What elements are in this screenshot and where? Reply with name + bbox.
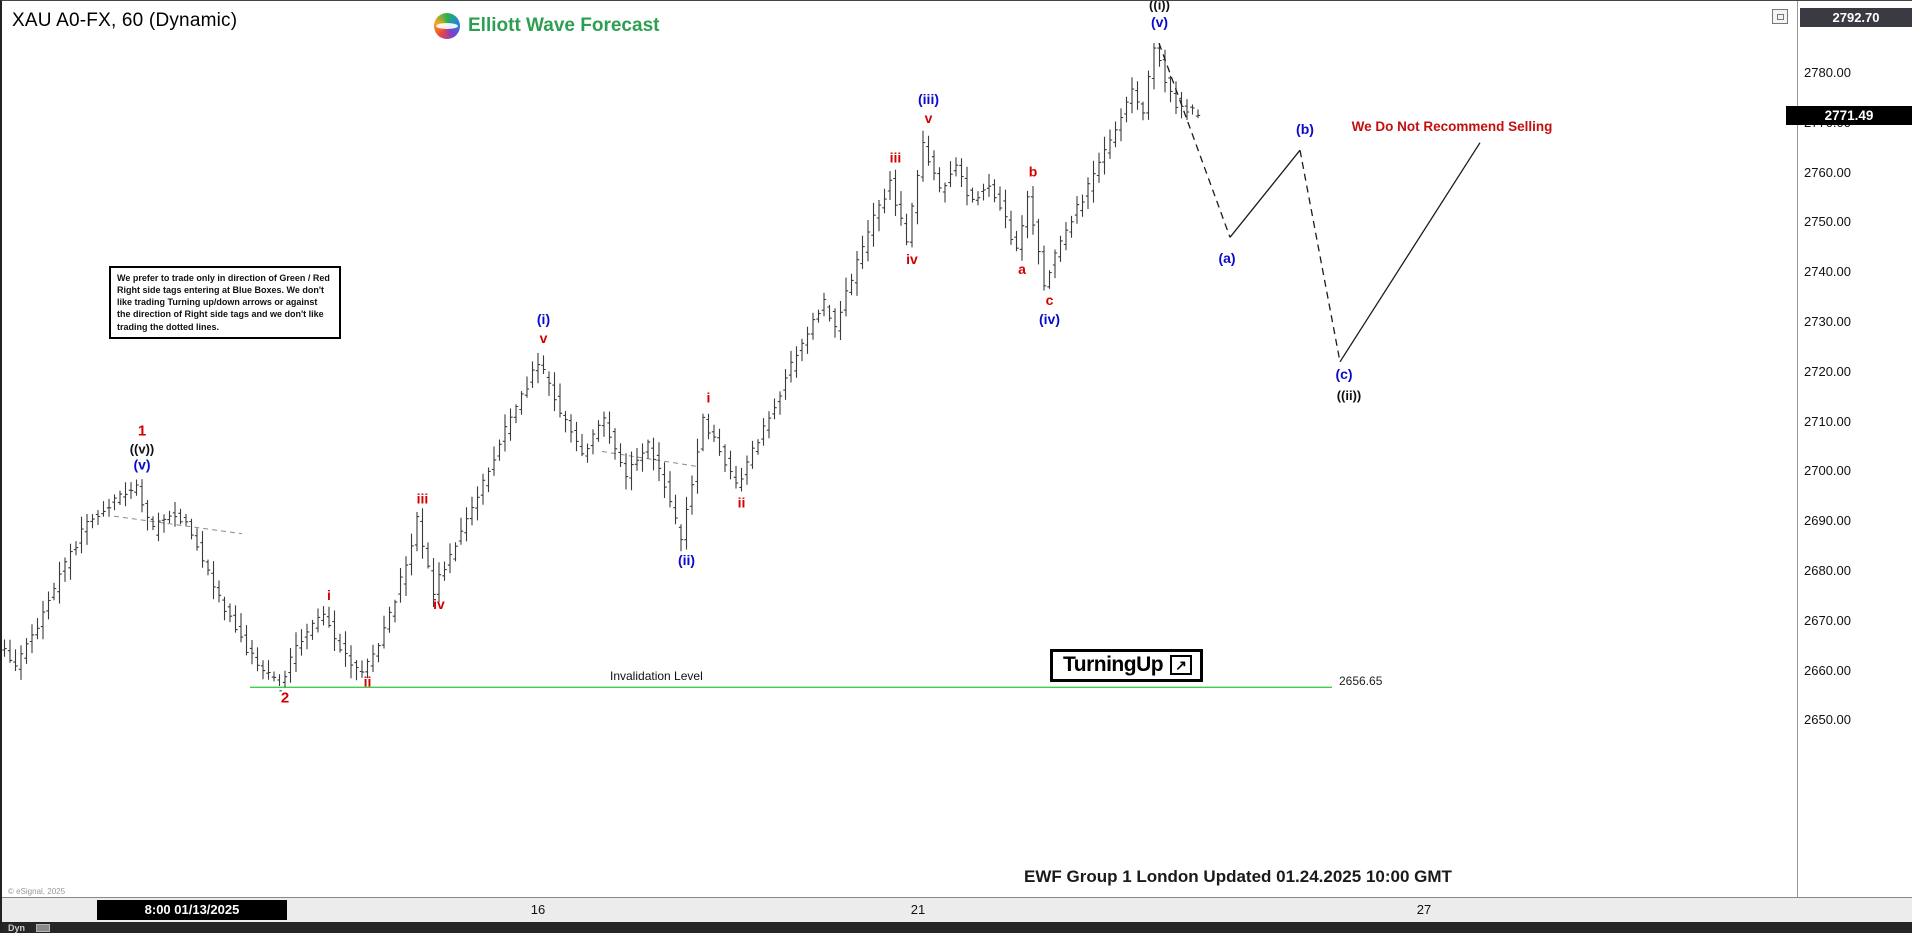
wave-label: v — [540, 330, 548, 346]
wave-label: (v) — [133, 456, 150, 472]
dyn-mode-label[interactable]: Dyn — [8, 923, 26, 933]
wave-label: (b) — [1296, 121, 1314, 137]
ewf-logo: Elliott Wave Forecast — [434, 13, 659, 39]
price-axis-label: 2700.00 — [1804, 463, 1851, 478]
price-axis-label: 2780.00 — [1804, 65, 1851, 80]
wave-label: iii — [890, 150, 902, 166]
wave-label: iv — [433, 596, 445, 612]
price-axis-label: 2690.00 — [1804, 513, 1851, 528]
chart-canvas[interactable]: 1((v))(v)2iiiiiiivv(i)(ii)iiiiiiivv(iii)… — [2, 1, 1797, 897]
wave-label: v — [925, 110, 933, 126]
time-axis[interactable]: 8:00 01/13/2025 16 21 27 — [2, 897, 1912, 922]
wave-label: (iv) — [1039, 311, 1060, 327]
price-axis-label: 2760.00 — [1804, 165, 1851, 180]
time-axis-tick: 16 — [530, 902, 546, 917]
high-price-badge: 2792.70 — [1800, 8, 1912, 27]
wave-label: (iii) — [918, 91, 939, 107]
turning-up-badge: TurningUp ↗ — [1050, 649, 1203, 682]
turning-up-arrow-icon: ↗ — [1170, 654, 1192, 676]
price-axis-label: 2740.00 — [1804, 264, 1851, 279]
symbol-title: XAU A0-FX, 60 (Dynamic) — [12, 10, 238, 31]
status-icon[interactable] — [36, 924, 50, 932]
chart-plot-area[interactable]: 1 ((v)) (v) 2 i ii iii iv v (i) (ii) i ii iii iv v (iii)… — [2, 1, 1797, 897]
ewf-logo-text: Elliott Wave Forecast — [468, 15, 660, 36]
wave-label: ((ii)) — [1337, 388, 1362, 403]
wave-label: (c) — [1335, 366, 1352, 382]
wave-label: iii — [417, 490, 429, 506]
price-axis-label: 2720.00 — [1804, 364, 1851, 379]
price-axis-label: 2650.00 — [1804, 712, 1851, 727]
price-axis-label: 2660.00 — [1804, 663, 1851, 678]
ewf-logo-icon — [434, 13, 460, 39]
guide-dashed-line — [113, 515, 243, 535]
window-tool-icon[interactable] — [1772, 9, 1788, 24]
wave-label: c — [1046, 292, 1054, 308]
wave-label: ((i)) — [1149, 1, 1170, 12]
projection-line — [1158, 42, 1231, 238]
price-axis-label: 2680.00 — [1804, 563, 1851, 578]
wave-label: 1 — [138, 423, 146, 440]
time-axis-tick: 27 — [1416, 902, 1432, 917]
ohlc-bars — [2, 43, 1201, 692]
wave-label: iv — [906, 251, 918, 267]
wave-label: 2 — [281, 690, 289, 707]
turning-up-label: TurningUp — [1063, 653, 1164, 676]
wave-label: (ii) — [678, 552, 695, 568]
price-axis[interactable]: 2792.70 2771.49 2780.002770.002760.00275… — [1786, 1, 1912, 897]
wave-label: a — [1018, 261, 1026, 277]
price-axis-label: 2710.00 — [1804, 414, 1851, 429]
time-axis-tick: 21 — [910, 902, 926, 917]
wave-label: i — [707, 390, 711, 406]
invalidation-level-label: Invalidation Level — [610, 669, 703, 683]
update-info-text: EWF Group 1 London Updated 01.24.2025 10… — [1024, 867, 1452, 886]
wave-label: ii — [738, 494, 746, 510]
no-sell-recommendation-text: We Do Not Recommend Selling — [1351, 119, 1553, 134]
wave-label: b — [1029, 164, 1038, 180]
window-tool-inner — [1776, 13, 1784, 20]
last-price-badge: 2771.49 — [1786, 106, 1912, 125]
invalidation-level-value: 2656.65 — [1339, 674, 1383, 688]
date-cursor-box: 8:00 01/13/2025 — [97, 900, 287, 920]
wave-label: i — [327, 587, 331, 603]
wave-label: ii — [364, 674, 372, 690]
projection-line — [1229, 149, 1301, 238]
trading-note-box: We prefer to trade only in direction of … — [109, 266, 341, 339]
projection-line — [1299, 150, 1341, 362]
wave-label: (v) — [1151, 14, 1168, 30]
wave-label: (i) — [537, 311, 550, 327]
price-axis-label: 2670.00 — [1804, 613, 1851, 628]
wave-label: (a) — [1218, 250, 1235, 266]
esignal-copyright: © eSignal, 2025 — [8, 887, 66, 896]
status-bar: Dyn — [2, 922, 1912, 933]
price-axis-label: 2750.00 — [1804, 214, 1851, 229]
projection-line — [1339, 142, 1481, 363]
price-axis-label: 2730.00 — [1804, 314, 1851, 329]
wave-label: ((v)) — [130, 442, 155, 457]
guide-dashed-line — [601, 451, 698, 467]
